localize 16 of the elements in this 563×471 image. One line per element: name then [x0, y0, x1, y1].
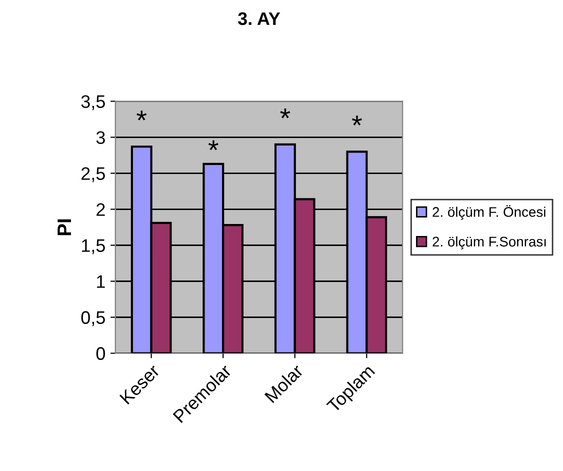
y-tick-label: 0,5 — [81, 311, 105, 326]
y-axis-title: PI — [58, 219, 72, 236]
y-tick-label: 1,5 — [82, 239, 105, 254]
annotation: * — [280, 108, 290, 118]
chart-title: 3. AY — [238, 12, 280, 26]
legend-label: 2. ölçüm F.Sonrası — [432, 236, 546, 250]
y-tick-label: 1 — [97, 275, 105, 288]
y-tick-label: 0 — [96, 347, 105, 360]
y-tick-label: 3,5 — [81, 95, 105, 110]
y-tick-label: 3 — [96, 131, 105, 144]
annotation: * — [352, 116, 362, 126]
y-tick-label: 2 — [96, 203, 105, 216]
annotation: * — [136, 110, 147, 120]
y-tick-label: 2,5 — [82, 167, 105, 182]
legend-label: 2. ölçüm F. Öncesi — [432, 205, 546, 220]
annotation: * — [208, 140, 218, 150]
